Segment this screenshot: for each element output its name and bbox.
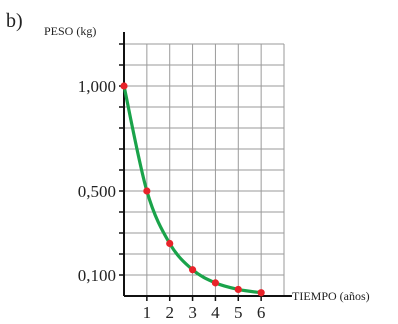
data-point [120,82,128,90]
data-point [257,289,265,297]
x-tick-label: 2 [165,303,174,320]
x-axis-label: TIEMPO (años) [292,289,370,303]
data-point [211,279,220,287]
grid [124,43,285,296]
data-points [120,82,265,297]
y-tick-label: 1,000 [78,77,116,96]
y-tick-label: 0,100 [78,266,116,285]
x-tick-label: 5 [234,303,243,320]
x-tick-label: 3 [188,303,197,320]
y-axis-label: PESO (kg) [44,24,96,38]
data-point [188,266,197,274]
axes [119,32,292,301]
panel-label: b) [6,10,23,32]
x-tick-label: 6 [257,303,266,320]
x-tick-label: 4 [211,303,220,320]
data-point [234,285,242,294]
data-point [143,187,151,195]
labels: b) PESO (kg) TIEMPO (años) 0,100 0,500 1,0… [6,10,370,322]
x-tick-label: 1 [143,303,152,320]
y-tick-label: 0,500 [78,182,116,201]
data-point [166,239,174,248]
